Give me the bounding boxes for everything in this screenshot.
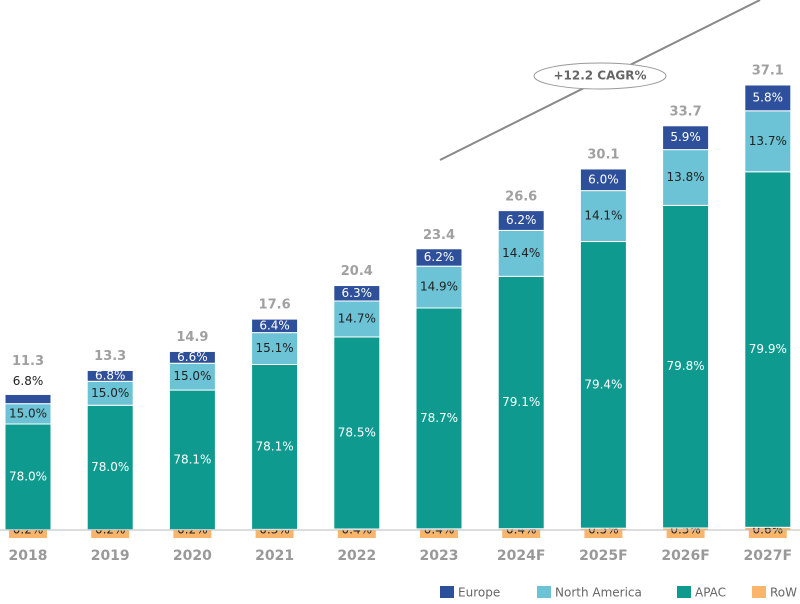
x-tick-label: 2024F: [497, 548, 546, 564]
value-label: 6.6%: [177, 350, 208, 364]
bar-segment: [662, 125, 710, 151]
value-label: 15.0%: [9, 406, 47, 420]
value-label: 78.1%: [173, 452, 211, 466]
x-tick-label: 2025F: [579, 548, 628, 564]
bar-segment: [251, 332, 299, 365]
value-label: 6.2%: [506, 213, 537, 227]
value-label: 14.9%: [420, 280, 458, 294]
legend-swatch: [537, 586, 551, 598]
total-label: 23.4: [423, 228, 455, 243]
value-label: 79.9%: [749, 342, 787, 356]
total-label: 14.9: [176, 330, 208, 345]
value-label: 13.7%: [749, 134, 787, 148]
bar-segment: [333, 300, 381, 338]
value-label: 78.7%: [420, 411, 458, 425]
bar-segment: [4, 423, 52, 531]
bar-segment: [168, 350, 216, 364]
value-label: 78.5%: [338, 425, 376, 439]
value-label: 13.8%: [667, 170, 705, 184]
total-label: 37.1: [752, 64, 784, 79]
bar-segment: [168, 362, 216, 391]
value-label: 6.8%: [95, 368, 126, 382]
legend-swatch: [677, 586, 691, 598]
value-label: 6.8%: [13, 374, 44, 388]
bar-segment: [86, 369, 134, 382]
total-label: 30.1: [587, 147, 619, 162]
x-tick-label: 2018: [9, 548, 48, 564]
legend-label: North America: [555, 586, 642, 600]
total-label: 13.3: [94, 349, 126, 364]
annotation-ellipse: [533, 62, 667, 90]
x-tick-label: 2023: [420, 548, 459, 564]
bar-segment: [497, 210, 545, 231]
bar-segment: [579, 190, 627, 243]
bar-segment: [744, 84, 792, 112]
value-label: 6.0%: [588, 172, 619, 186]
value-label: 79.1%: [502, 395, 540, 409]
legend-swatch: [752, 586, 766, 598]
bar-segment: [251, 363, 299, 530]
total-label: 11.3: [12, 354, 44, 369]
x-tick-label: 2020: [173, 548, 212, 564]
value-label: 79.8%: [667, 359, 705, 373]
legend-swatch: [440, 586, 454, 598]
value-label: 6.2%: [424, 250, 455, 264]
bar-segment: [251, 318, 299, 334]
value-label: 15.0%: [91, 386, 129, 400]
annotation: +12.2 CAGR%: [553, 69, 646, 83]
legend-label: Europe: [458, 586, 500, 600]
x-tick-label: 2021: [255, 548, 294, 564]
value-label: 14.1%: [584, 209, 622, 223]
x-tick-label: 2027F: [744, 548, 793, 564]
value-label: 78.1%: [256, 439, 294, 453]
value-label: 5.9%: [670, 130, 701, 144]
legend-label: RoW: [770, 586, 797, 600]
x-tick-label: 2026F: [661, 548, 710, 564]
value-label: 14.4%: [502, 246, 540, 260]
value-label: 6.4%: [259, 318, 290, 332]
bar-segment: [415, 248, 463, 267]
bar-segment: [579, 168, 627, 192]
value-label: 79.4%: [584, 377, 622, 391]
bar-segment: [744, 110, 792, 173]
value-label: 5.8%: [753, 90, 784, 104]
bar-segment: [579, 241, 627, 529]
total-label: 20.4: [341, 264, 373, 279]
total-label: 26.6: [505, 189, 537, 204]
x-tick-label: 2022: [337, 548, 376, 564]
bar-segment: [86, 404, 134, 531]
value-label: 15.0%: [173, 369, 211, 383]
bar-segment: [744, 171, 792, 528]
bar-segment: [415, 307, 463, 530]
bar-segment: [4, 393, 52, 405]
legend-label: APAC: [695, 586, 726, 600]
value-label: 14.7%: [338, 311, 376, 325]
total-label: 33.7: [670, 104, 702, 119]
value-label: 15.1%: [256, 341, 294, 355]
value-label: 6.3%: [342, 286, 373, 300]
bar-segment: [168, 389, 216, 531]
bar-segment: [415, 265, 463, 309]
bar-segment: [333, 285, 381, 302]
x-tick-label: 2019: [91, 548, 130, 564]
total-label: 17.6: [259, 297, 291, 312]
value-label: 78.0%: [9, 469, 47, 483]
value-label: 78.0%: [91, 460, 129, 474]
